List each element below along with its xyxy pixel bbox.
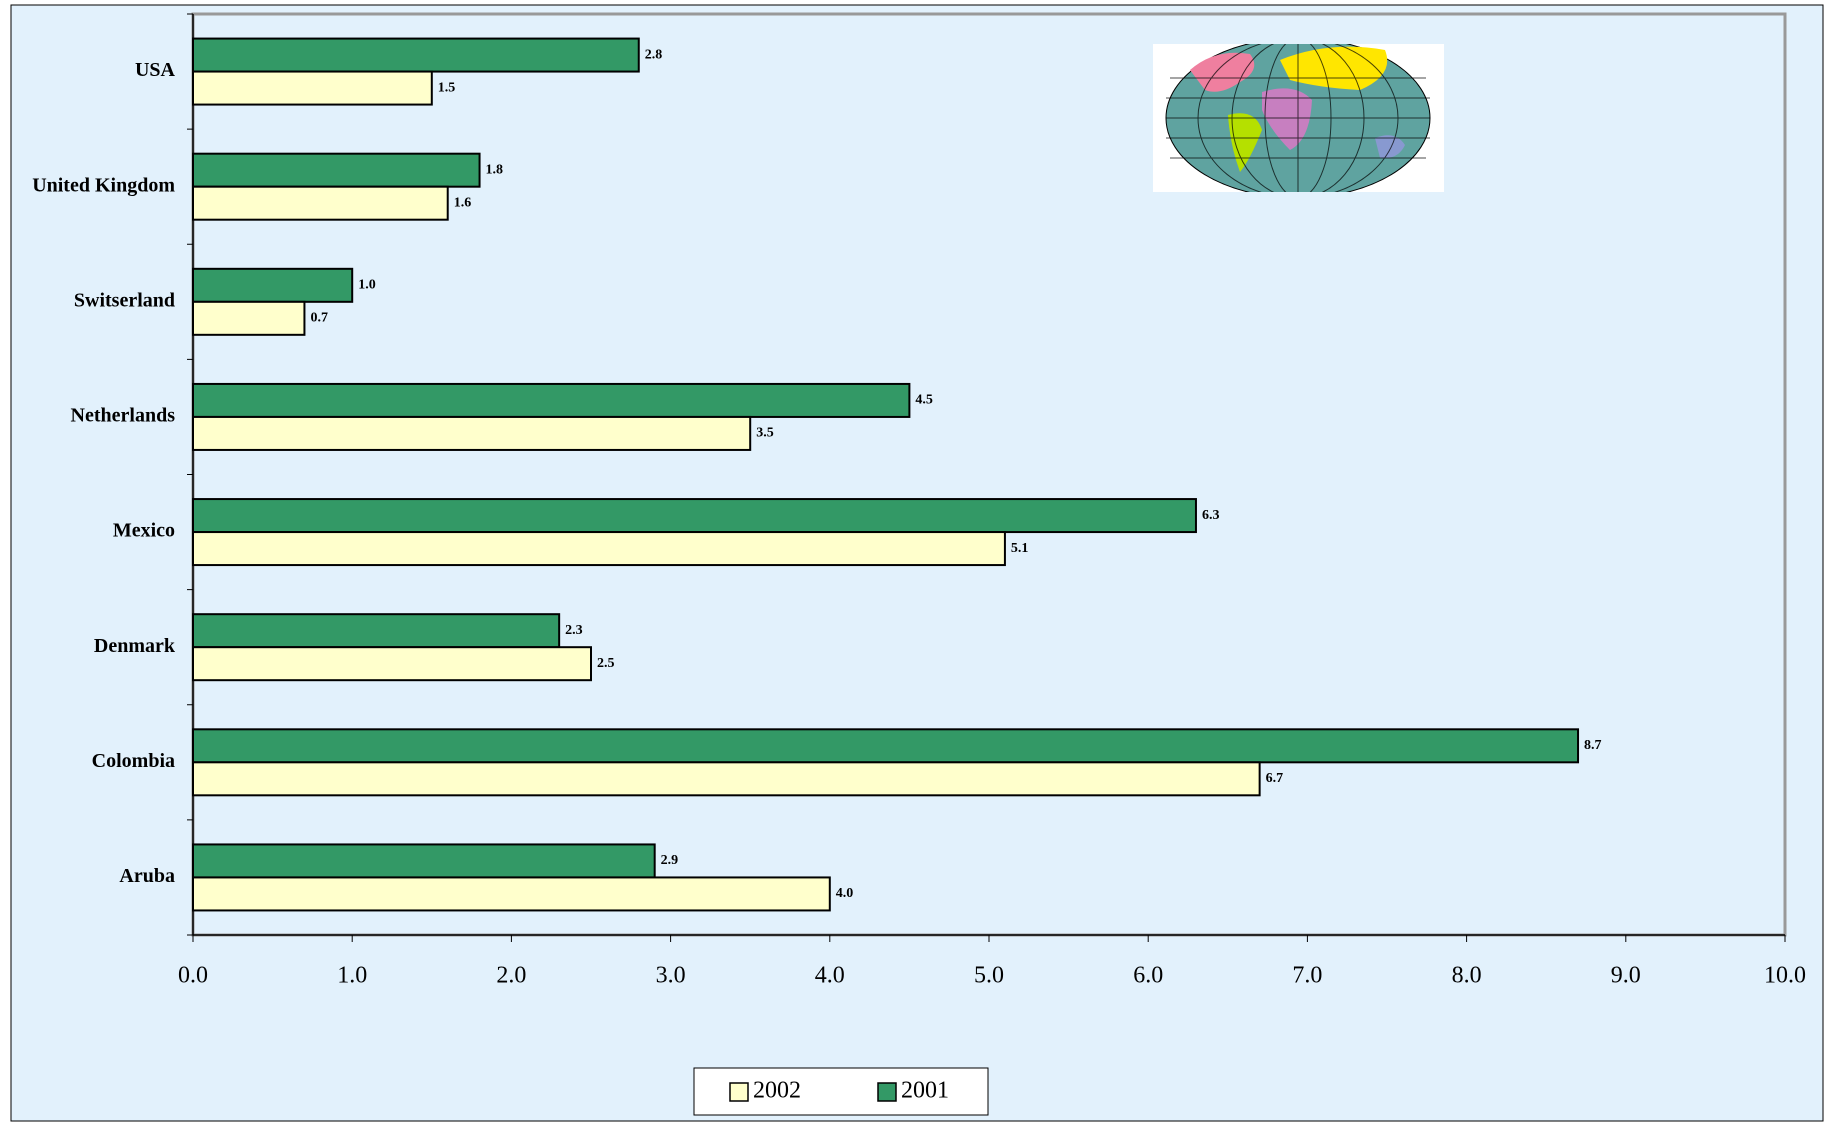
x-tick-label: 10.0	[1764, 963, 1806, 989]
x-tick-label: 5.0	[974, 963, 1004, 989]
x-tick-label: 2.0	[496, 963, 526, 989]
y-tick-label: Aruba	[119, 865, 175, 887]
x-tick-label: 6.0	[1133, 963, 1163, 989]
y-tick-label: USA	[135, 59, 176, 81]
value-label: 4.0	[836, 886, 854, 901]
globe-picture	[1153, 44, 1444, 192]
value-label: 8.7	[1584, 738, 1602, 753]
bar	[192, 761, 1261, 797]
bar	[192, 876, 831, 912]
x-tick-label: 7.0	[1292, 963, 1322, 989]
value-label: 1.8	[486, 162, 504, 177]
plot-area	[191, 12, 1787, 937]
x-tick-label: 1.0	[337, 963, 367, 989]
x-tick-label: 0.0	[178, 963, 208, 989]
legend-swatch	[729, 1082, 749, 1102]
bar	[192, 415, 752, 451]
y-tick-label: United Kingdom	[32, 174, 175, 196]
value-label: 3.5	[756, 426, 774, 441]
y-tick-label: Netherlands	[71, 405, 176, 427]
bar	[192, 70, 433, 106]
value-label: 6.3	[1202, 508, 1220, 523]
value-label: 2.9	[661, 853, 679, 868]
y-tick-label: Denmark	[94, 635, 176, 657]
value-label: 2.8	[645, 47, 663, 62]
bar	[192, 531, 1006, 567]
bar	[192, 382, 911, 418]
legend-label: 2001	[901, 1078, 949, 1104]
value-label: 1.0	[358, 278, 376, 293]
bar	[192, 728, 1580, 764]
x-tick-label: 4.0	[815, 963, 845, 989]
bar	[192, 498, 1197, 534]
x-tick-label: 9.0	[1611, 963, 1641, 989]
legend-swatch	[877, 1082, 897, 1102]
value-label: 0.7	[310, 311, 328, 326]
y-tick-label: Mexico	[113, 520, 175, 542]
value-label: 1.5	[438, 80, 456, 95]
value-label: 6.7	[1266, 771, 1284, 786]
bar	[192, 646, 592, 682]
bar	[192, 843, 656, 879]
legend: 2002 2001	[693, 1067, 989, 1116]
bar	[192, 267, 354, 303]
value-label: 4.5	[915, 393, 933, 408]
x-tick-label: 3.0	[656, 963, 686, 989]
value-label: 2.3	[565, 623, 583, 638]
bar	[192, 300, 306, 336]
legend-label: 2002	[753, 1078, 801, 1104]
value-label: 5.1	[1011, 541, 1028, 556]
bar	[192, 152, 481, 188]
bar	[192, 37, 640, 73]
bar	[192, 185, 449, 221]
y-tick-label: Switserland	[74, 289, 175, 311]
value-label: 2.5	[597, 656, 615, 671]
x-tick-label: 8.0	[1452, 963, 1482, 989]
value-label: 1.6	[454, 195, 472, 210]
bar	[192, 613, 561, 649]
y-tick-label: Colombia	[92, 750, 175, 772]
